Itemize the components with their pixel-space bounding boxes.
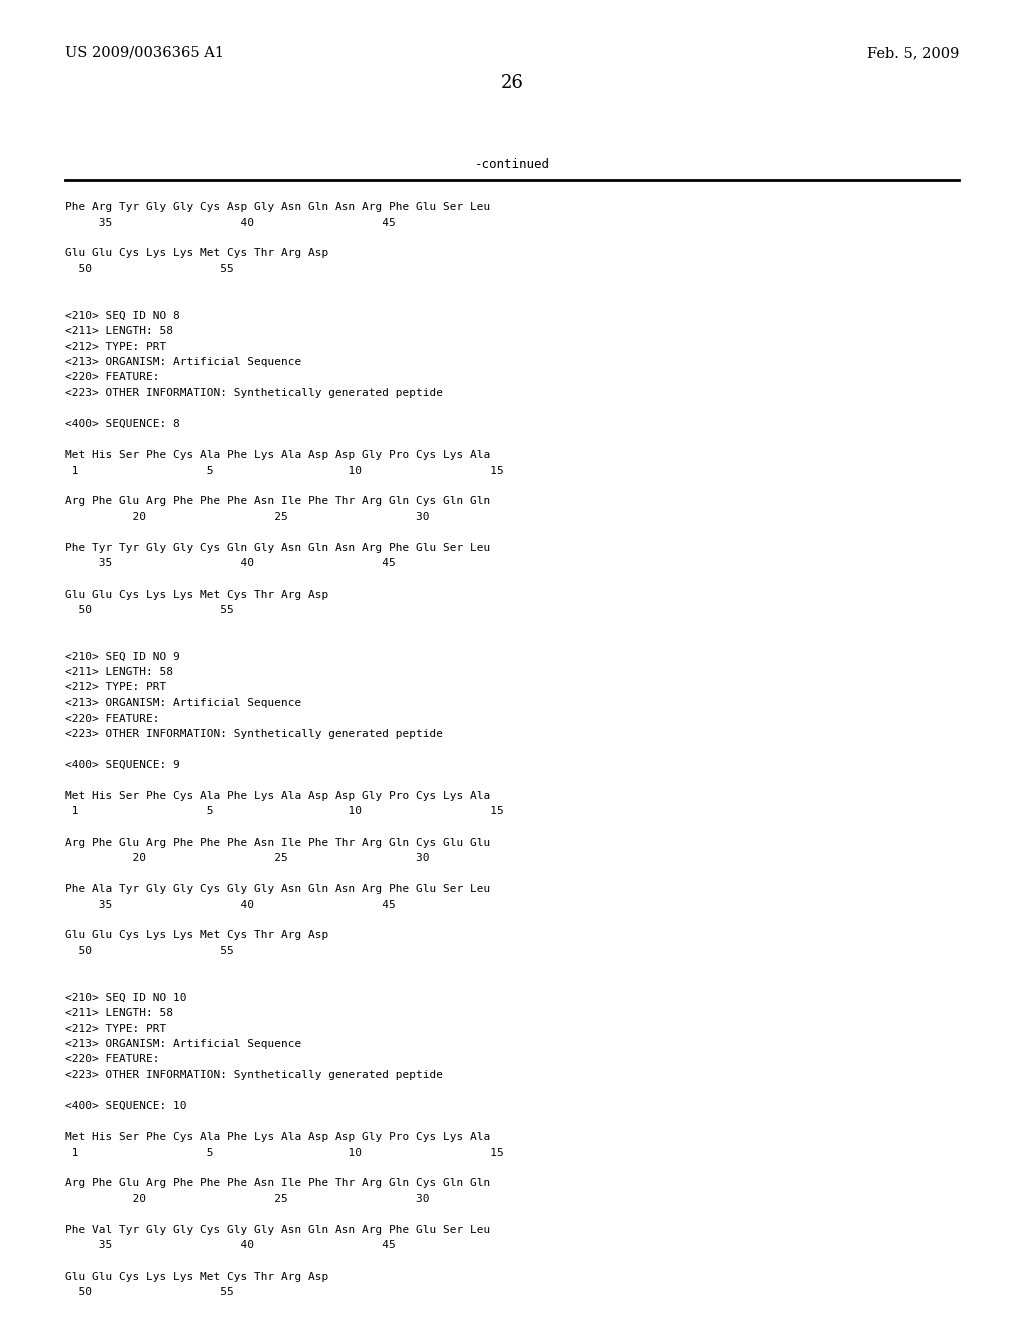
Text: <400> SEQUENCE: 8: <400> SEQUENCE: 8 [65, 418, 180, 429]
Text: <211> LENGTH: 58: <211> LENGTH: 58 [65, 667, 173, 677]
Text: <212> TYPE: PRT: <212> TYPE: PRT [65, 342, 166, 351]
Text: 35                   40                   45: 35 40 45 [65, 218, 395, 227]
Text: -continued: -continued [474, 158, 550, 172]
Text: Arg Phe Glu Arg Phe Phe Phe Asn Ile Phe Thr Arg Gln Cys Gln Gln: Arg Phe Glu Arg Phe Phe Phe Asn Ile Phe … [65, 1179, 490, 1188]
Text: 20                   25                   30: 20 25 30 [65, 853, 429, 863]
Text: 20                   25                   30: 20 25 30 [65, 512, 429, 521]
Text: <220> FEATURE:: <220> FEATURE: [65, 372, 160, 383]
Text: <213> ORGANISM: Artificial Sequence: <213> ORGANISM: Artificial Sequence [65, 1039, 301, 1049]
Text: Phe Ala Tyr Gly Gly Cys Gly Gly Asn Gln Asn Arg Phe Glu Ser Leu: Phe Ala Tyr Gly Gly Cys Gly Gly Asn Gln … [65, 884, 490, 894]
Text: 35                   40                   45: 35 40 45 [65, 558, 395, 569]
Text: 35                   40                   45: 35 40 45 [65, 1241, 395, 1250]
Text: 20                   25                   30: 20 25 30 [65, 1195, 429, 1204]
Text: <210> SEQ ID NO 10: <210> SEQ ID NO 10 [65, 993, 186, 1002]
Text: <220> FEATURE:: <220> FEATURE: [65, 714, 160, 723]
Text: <213> ORGANISM: Artificial Sequence: <213> ORGANISM: Artificial Sequence [65, 356, 301, 367]
Text: <223> OTHER INFORMATION: Synthetically generated peptide: <223> OTHER INFORMATION: Synthetically g… [65, 729, 443, 739]
Text: Glu Glu Cys Lys Lys Met Cys Thr Arg Asp: Glu Glu Cys Lys Lys Met Cys Thr Arg Asp [65, 590, 329, 599]
Text: <400> SEQUENCE: 9: <400> SEQUENCE: 9 [65, 760, 180, 770]
Text: Phe Arg Tyr Gly Gly Cys Asp Gly Asn Gln Asn Arg Phe Glu Ser Leu: Phe Arg Tyr Gly Gly Cys Asp Gly Asn Gln … [65, 202, 490, 213]
Text: Arg Phe Glu Arg Phe Phe Phe Asn Ile Phe Thr Arg Gln Cys Glu Glu: Arg Phe Glu Arg Phe Phe Phe Asn Ile Phe … [65, 837, 490, 847]
Text: Glu Glu Cys Lys Lys Met Cys Thr Arg Asp: Glu Glu Cys Lys Lys Met Cys Thr Arg Asp [65, 248, 329, 259]
Text: US 2009/0036365 A1: US 2009/0036365 A1 [65, 46, 224, 59]
Text: Arg Phe Glu Arg Phe Phe Phe Asn Ile Phe Thr Arg Gln Cys Gln Gln: Arg Phe Glu Arg Phe Phe Phe Asn Ile Phe … [65, 496, 490, 507]
Text: Phe Tyr Tyr Gly Gly Cys Gln Gly Asn Gln Asn Arg Phe Glu Ser Leu: Phe Tyr Tyr Gly Gly Cys Gln Gly Asn Gln … [65, 543, 490, 553]
Text: 50                   55: 50 55 [65, 946, 233, 956]
Text: 1                   5                    10                   15: 1 5 10 15 [65, 466, 504, 475]
Text: <212> TYPE: PRT: <212> TYPE: PRT [65, 1023, 166, 1034]
Text: Met His Ser Phe Cys Ala Phe Lys Ala Asp Asp Gly Pro Cys Lys Ala: Met His Ser Phe Cys Ala Phe Lys Ala Asp … [65, 1133, 490, 1142]
Text: <223> OTHER INFORMATION: Synthetically generated peptide: <223> OTHER INFORMATION: Synthetically g… [65, 388, 443, 399]
Text: 26: 26 [501, 74, 523, 92]
Text: <223> OTHER INFORMATION: Synthetically generated peptide: <223> OTHER INFORMATION: Synthetically g… [65, 1071, 443, 1080]
Text: 35                   40                   45: 35 40 45 [65, 899, 395, 909]
Text: <400> SEQUENCE: 10: <400> SEQUENCE: 10 [65, 1101, 186, 1111]
Text: Met His Ser Phe Cys Ala Phe Lys Ala Asp Asp Gly Pro Cys Lys Ala: Met His Ser Phe Cys Ala Phe Lys Ala Asp … [65, 791, 490, 801]
Text: <213> ORGANISM: Artificial Sequence: <213> ORGANISM: Artificial Sequence [65, 698, 301, 708]
Text: 1                   5                    10                   15: 1 5 10 15 [65, 1147, 504, 1158]
Text: <211> LENGTH: 58: <211> LENGTH: 58 [65, 326, 173, 337]
Text: Glu Glu Cys Lys Lys Met Cys Thr Arg Asp: Glu Glu Cys Lys Lys Met Cys Thr Arg Asp [65, 931, 329, 940]
Text: <210> SEQ ID NO 9: <210> SEQ ID NO 9 [65, 652, 180, 661]
Text: 1                   5                    10                   15: 1 5 10 15 [65, 807, 504, 817]
Text: 50                   55: 50 55 [65, 264, 233, 275]
Text: Glu Glu Cys Lys Lys Met Cys Thr Arg Asp: Glu Glu Cys Lys Lys Met Cys Thr Arg Asp [65, 1271, 329, 1282]
Text: 50                   55: 50 55 [65, 1287, 233, 1298]
Text: Met His Ser Phe Cys Ala Phe Lys Ala Asp Asp Gly Pro Cys Lys Ala: Met His Ser Phe Cys Ala Phe Lys Ala Asp … [65, 450, 490, 459]
Text: 50                   55: 50 55 [65, 605, 233, 615]
Text: Feb. 5, 2009: Feb. 5, 2009 [866, 46, 959, 59]
Text: <220> FEATURE:: <220> FEATURE: [65, 1055, 160, 1064]
Text: <211> LENGTH: 58: <211> LENGTH: 58 [65, 1008, 173, 1018]
Text: <212> TYPE: PRT: <212> TYPE: PRT [65, 682, 166, 693]
Text: Phe Val Tyr Gly Gly Cys Gly Gly Asn Gln Asn Arg Phe Glu Ser Leu: Phe Val Tyr Gly Gly Cys Gly Gly Asn Gln … [65, 1225, 490, 1236]
Text: <210> SEQ ID NO 8: <210> SEQ ID NO 8 [65, 310, 180, 321]
